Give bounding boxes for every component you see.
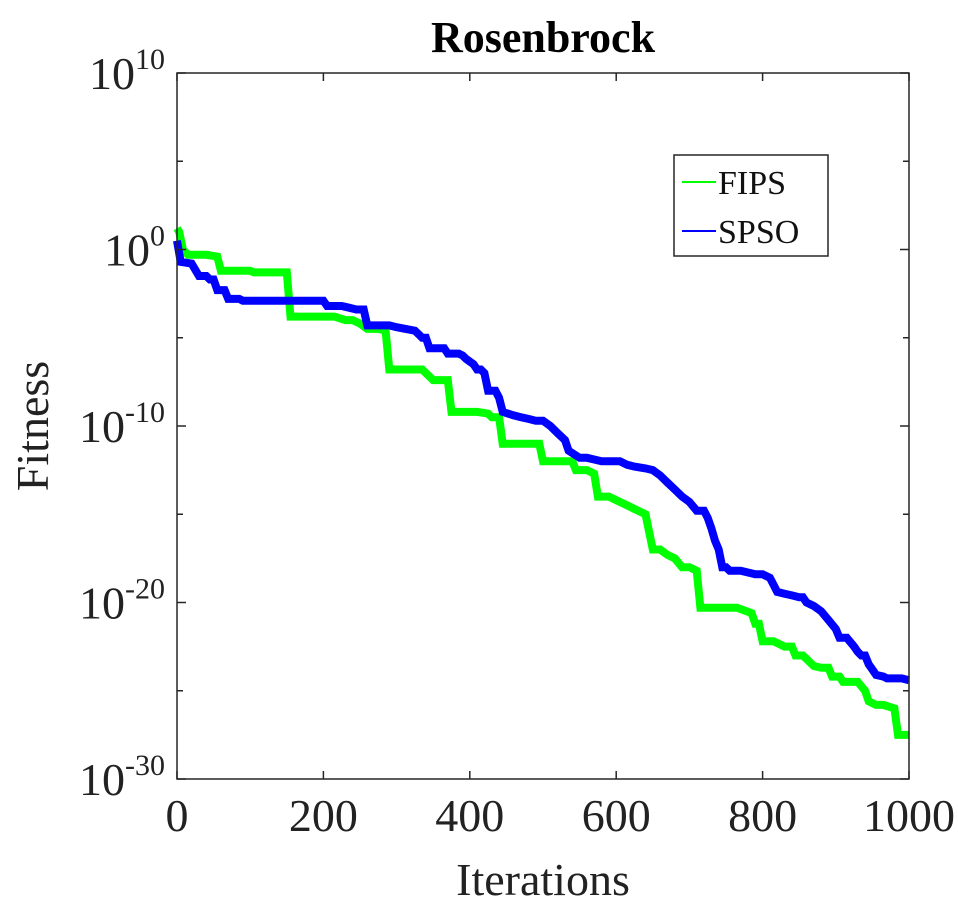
series-line-spso bbox=[173, 240, 910, 685]
x-tick-label: 0 bbox=[166, 790, 189, 841]
x-tick-label: 200 bbox=[289, 790, 358, 841]
x-tick-labels: 0 200 400 600 800 1000 bbox=[166, 790, 956, 841]
y-tick-label: 1010 bbox=[89, 43, 165, 99]
series-group bbox=[173, 226, 910, 739]
x-axis-label: Iterations bbox=[456, 854, 630, 905]
chart-title: Rosenbrock bbox=[431, 13, 656, 62]
y-tick-label: 10-20 bbox=[79, 573, 165, 629]
legend-label-spso: SPSO bbox=[718, 214, 799, 251]
legend: FIPS SPSO bbox=[673, 154, 829, 257]
x-tick-label: 1000 bbox=[863, 790, 955, 841]
series-line-fips bbox=[173, 226, 909, 739]
x-tick-label: 800 bbox=[728, 790, 797, 841]
axes-group bbox=[176, 72, 910, 780]
y-tick-label: 100 bbox=[104, 220, 165, 276]
y-axis-label: Fitness bbox=[7, 361, 58, 491]
y-tick-labels: 1010 100 10-10 10-20 10-30 bbox=[79, 43, 165, 805]
y-tick-label: 10-10 bbox=[79, 396, 165, 452]
legend-label-fips: FIPS bbox=[718, 165, 786, 202]
x-tick-label: 600 bbox=[582, 790, 651, 841]
legend-box bbox=[673, 154, 829, 257]
x-tick-label: 400 bbox=[435, 790, 504, 841]
y-tick-label: 10-30 bbox=[79, 749, 165, 805]
